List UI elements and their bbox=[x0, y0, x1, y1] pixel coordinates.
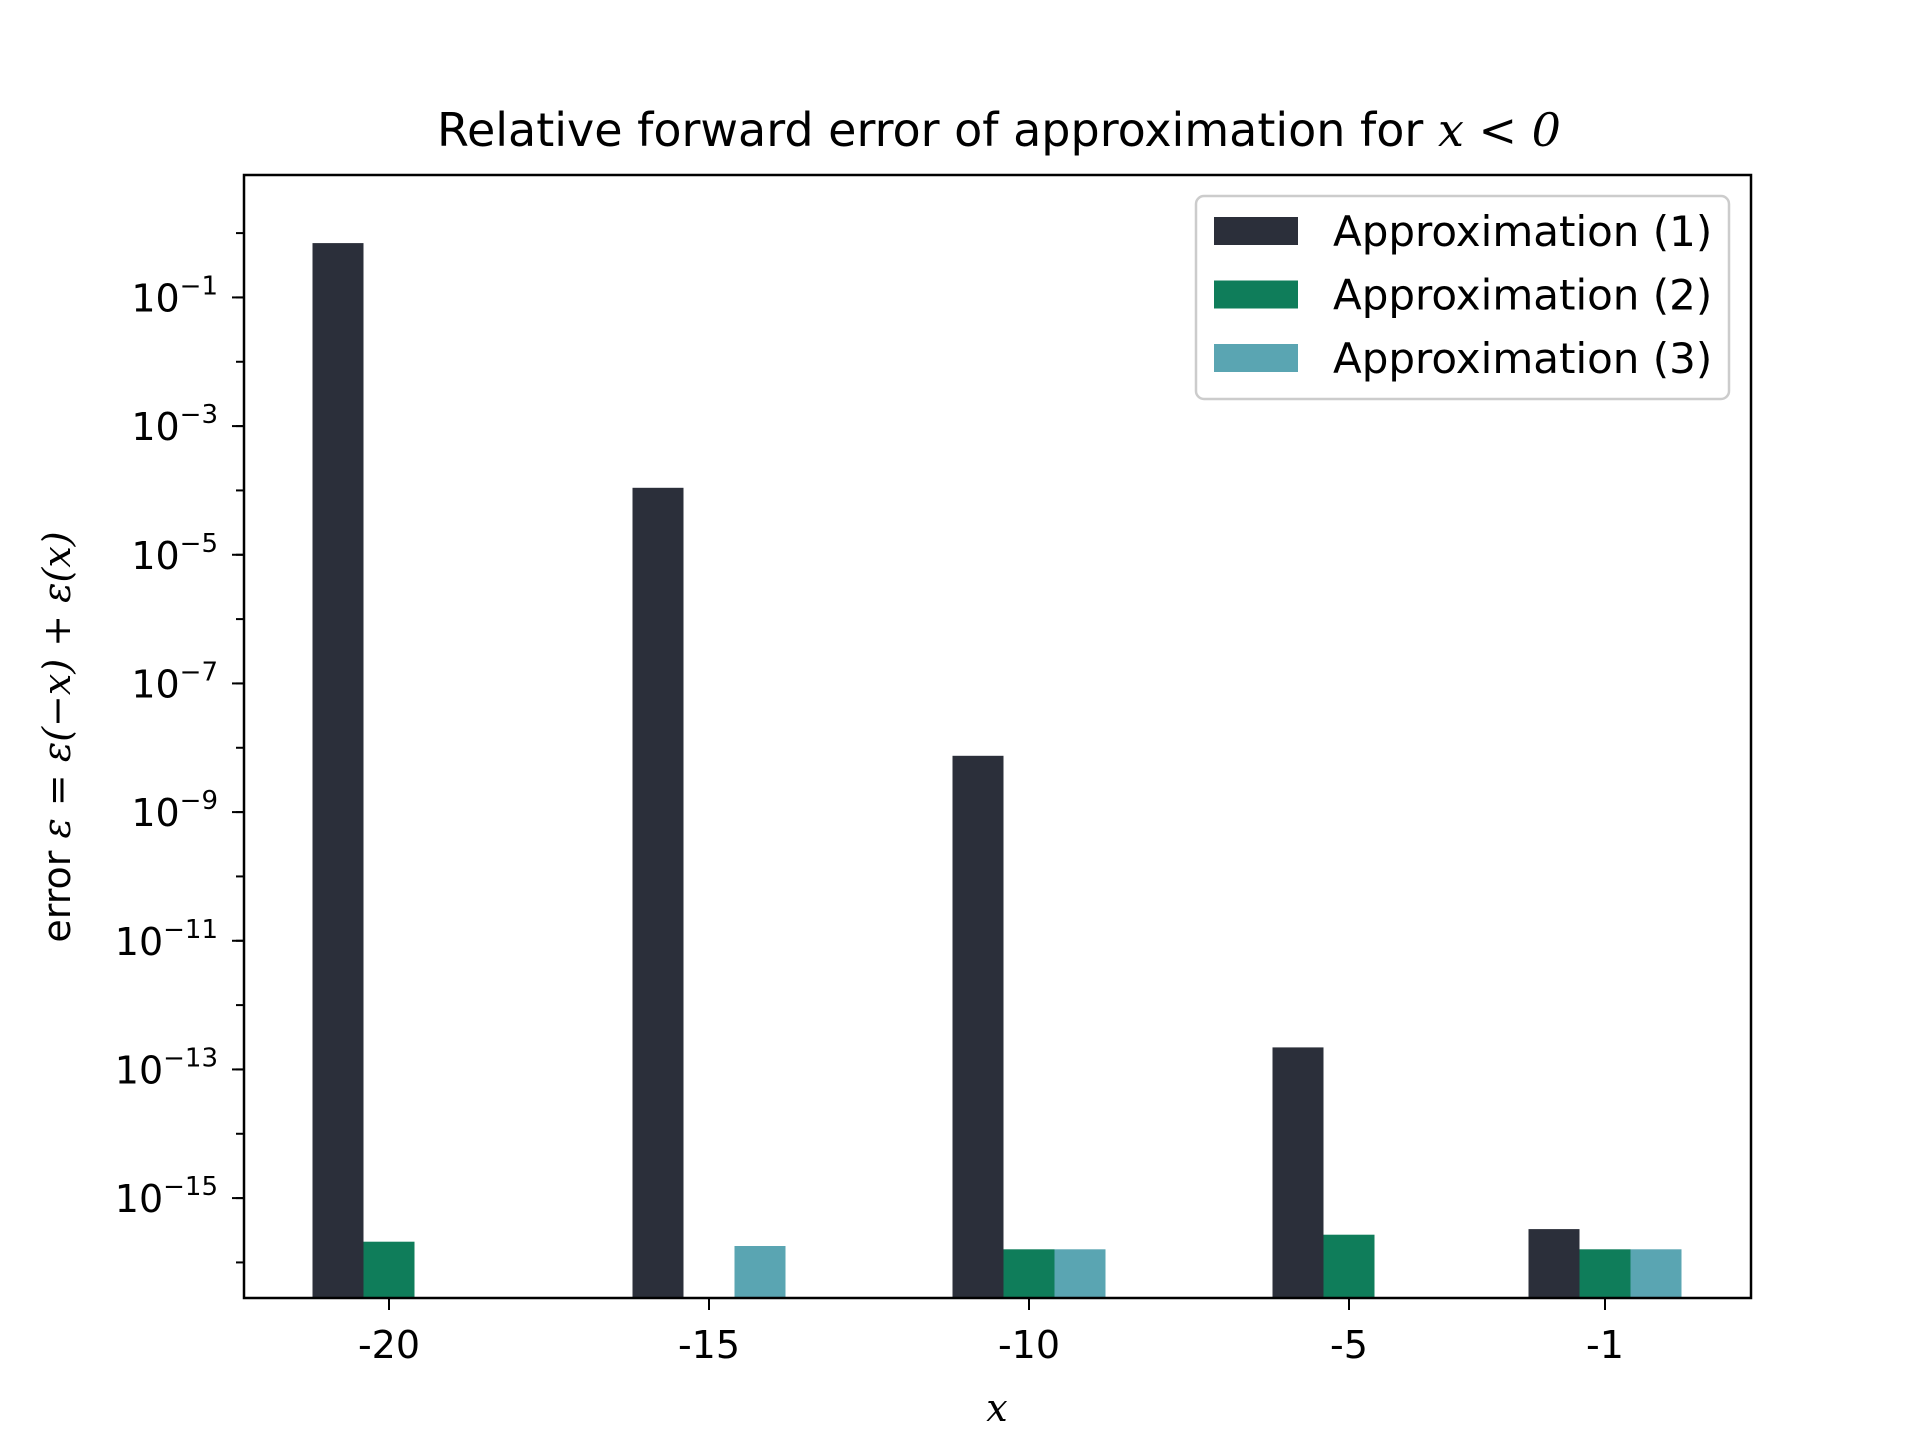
bars-group bbox=[312, 243, 1682, 1299]
bar-series3--1 bbox=[1630, 1249, 1682, 1298]
y-tick-label: 10−1 bbox=[131, 271, 218, 320]
legend-label: Approximation (1) bbox=[1333, 207, 1712, 256]
bar-series2--1 bbox=[1579, 1249, 1631, 1298]
x-tick-label: -10 bbox=[998, 1323, 1060, 1367]
bar-series2--10 bbox=[1003, 1249, 1055, 1298]
bar-series1--20 bbox=[312, 243, 364, 1299]
x-axis-label: x bbox=[986, 1386, 1007, 1430]
y-axis-label: error ε = ε(−x) + ε(x) bbox=[35, 531, 79, 942]
bar-series3--15 bbox=[734, 1246, 786, 1298]
legend-swatch bbox=[1214, 280, 1298, 309]
legend-swatch bbox=[1214, 217, 1298, 245]
bar-series1--10 bbox=[952, 755, 1004, 1298]
y-tick-label: 10−7 bbox=[131, 657, 218, 706]
bar-series1--5 bbox=[1272, 1047, 1324, 1298]
legend-box bbox=[1194, 194, 1731, 401]
plot-frame bbox=[242, 173, 1753, 1300]
bar-series3--10 bbox=[1054, 1249, 1106, 1298]
y-tick-label: 10−15 bbox=[115, 1172, 218, 1221]
legend-label: Approximation (3) bbox=[1333, 334, 1712, 383]
legend-label: Approximation (2) bbox=[1333, 271, 1712, 320]
y-tick-label: 10−9 bbox=[131, 786, 218, 835]
bar-series2--20 bbox=[363, 1241, 415, 1298]
x-tick-label: -15 bbox=[678, 1323, 740, 1367]
y-tick-label: 10−5 bbox=[131, 529, 218, 578]
bar-series1--15 bbox=[632, 487, 684, 1298]
y-tick-label: 10−13 bbox=[115, 1043, 218, 1092]
legend-swatch bbox=[1214, 344, 1298, 372]
x-tick-label: -1 bbox=[1586, 1323, 1624, 1367]
chart-title: Relative forward error of approximation … bbox=[437, 103, 1561, 157]
y-axis-ticks: 10−1 10−3 10−5 10−7 10−9 10−11 10−13 10−15 bbox=[115, 232, 244, 1264]
bar-series2--5 bbox=[1323, 1234, 1375, 1298]
x-axis-ticks: -20 -15 -10 -5 -1 bbox=[358, 1298, 1624, 1367]
y-tick-label: 10−3 bbox=[131, 400, 218, 449]
bar-series1--1 bbox=[1528, 1229, 1580, 1298]
x-tick-label: -20 bbox=[358, 1323, 420, 1367]
y-tick-label: 10−11 bbox=[115, 915, 218, 964]
legend: Approximation (1) Approximation (2) Approx… bbox=[1194, 194, 1731, 401]
x-tick-label: -5 bbox=[1330, 1323, 1368, 1367]
